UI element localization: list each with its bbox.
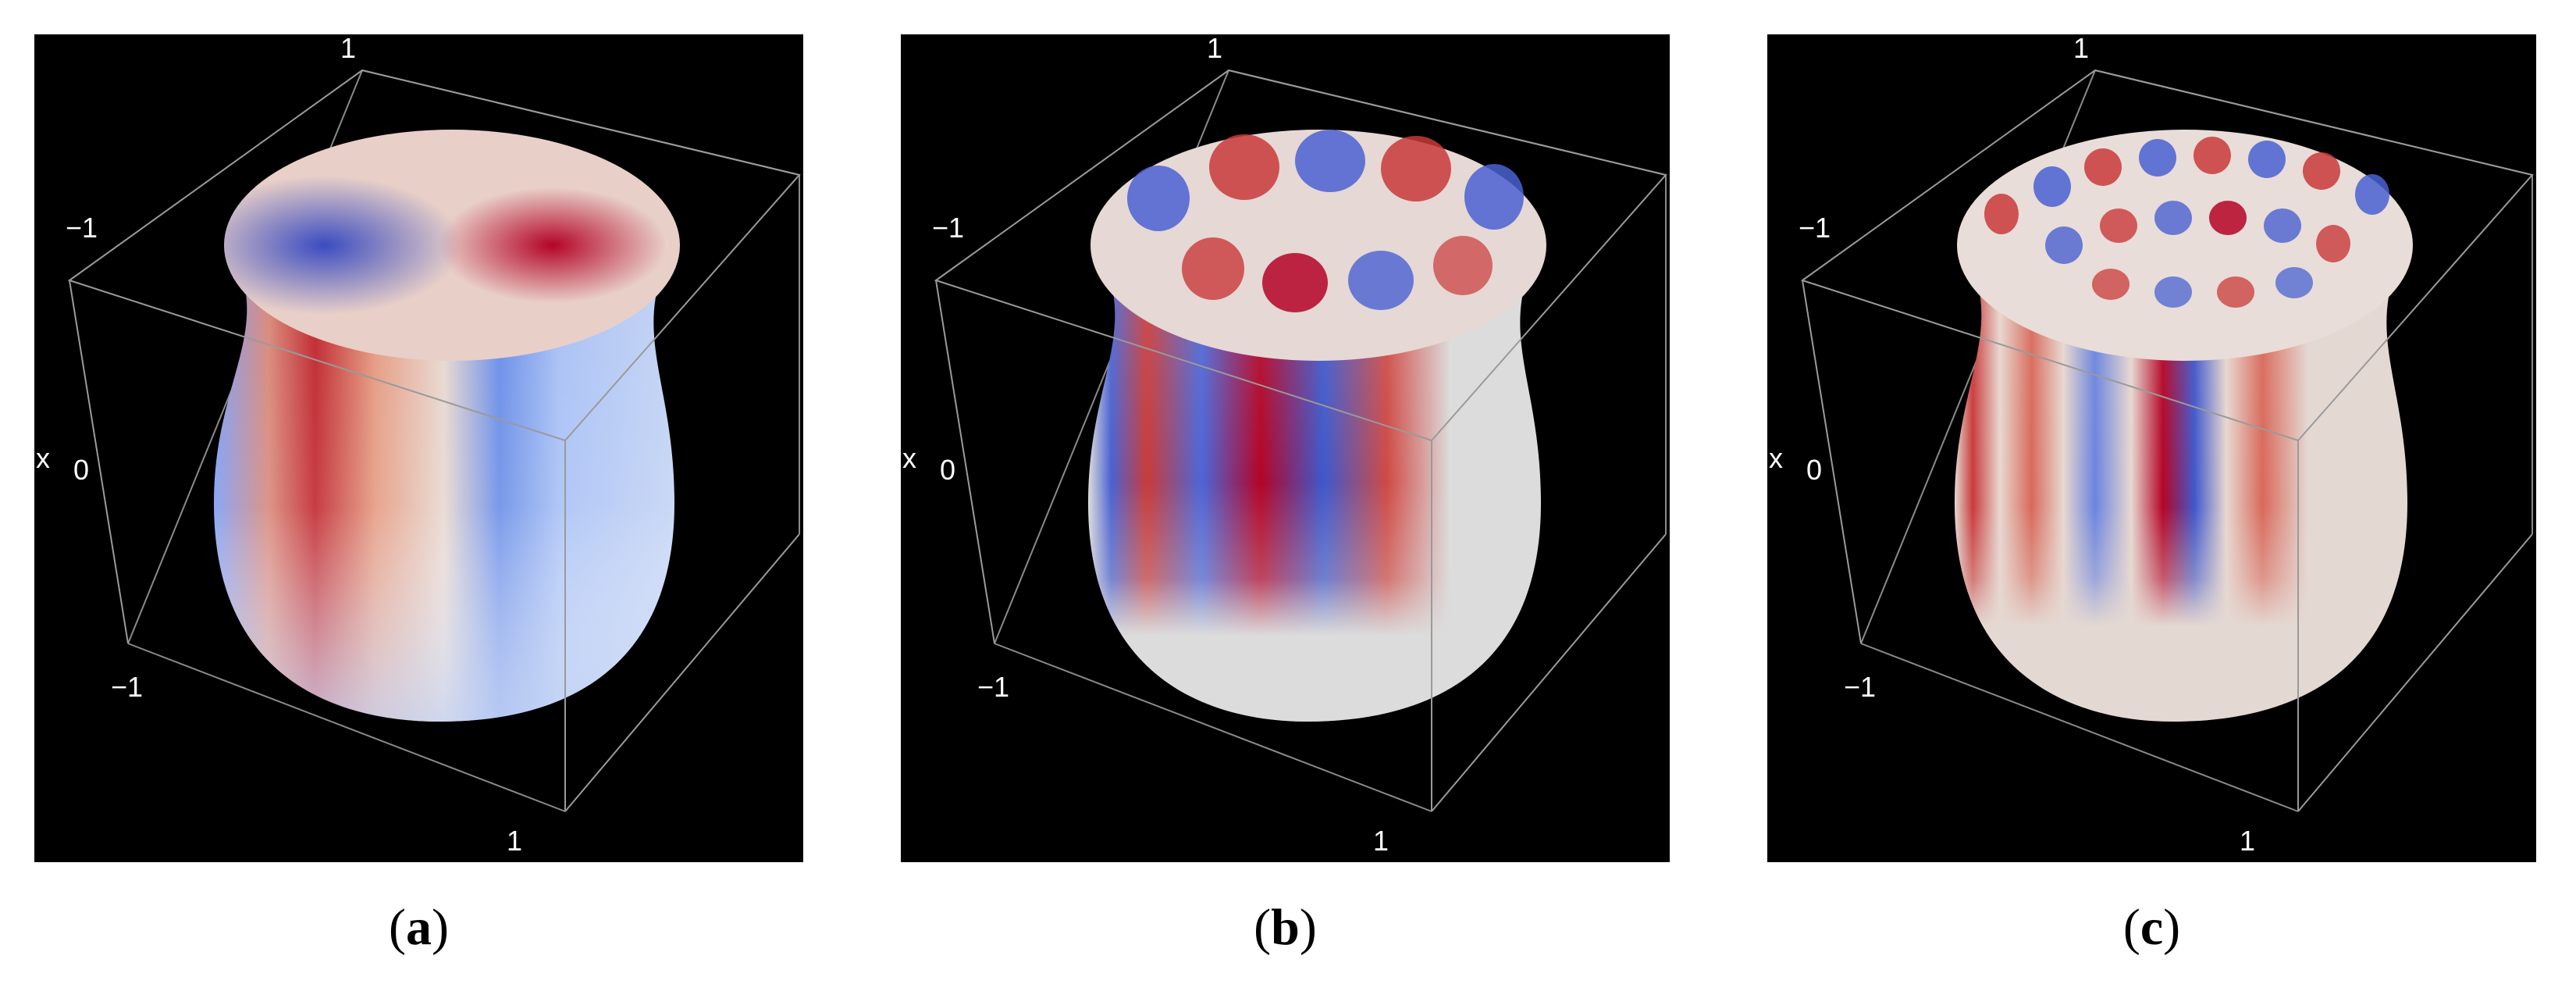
tick-bottom-right: 1 bbox=[507, 825, 522, 857]
tick-bottom-left: −1 bbox=[977, 671, 1009, 703]
panel-b: 1 −1 x 0 −1 1 bbox=[901, 34, 1670, 862]
tick-bottom-right: 1 bbox=[2240, 825, 2255, 857]
tick-left: −1 bbox=[932, 212, 964, 244]
tick-bottom-right: 1 bbox=[1373, 825, 1389, 857]
tick-mid: 0 bbox=[1806, 454, 1822, 486]
caption-letter: a bbox=[406, 899, 432, 956]
caption-b: (b) bbox=[1254, 899, 1317, 956]
tick-mid: 0 bbox=[73, 454, 89, 486]
box-front-lines bbox=[67, 69, 801, 812]
box-front-lines bbox=[1800, 69, 2534, 812]
rim-pattern bbox=[1127, 130, 1524, 312]
box-front-lines bbox=[934, 69, 1667, 812]
caption-c: (c) bbox=[2122, 899, 2181, 956]
caption-letter: c bbox=[2140, 899, 2164, 956]
axis-label: x bbox=[1769, 442, 1783, 474]
panel-c: 1 −1 x 0 −1 1 bbox=[1767, 34, 2536, 862]
tick-bottom-left: −1 bbox=[1844, 671, 1876, 703]
plot-a-svg: 1 −1 x 0 −1 1 bbox=[36, 34, 801, 857]
tick-bottom-left: −1 bbox=[111, 671, 143, 703]
tick-top: 1 bbox=[1207, 34, 1222, 64]
caption-a: (a) bbox=[389, 899, 449, 956]
tick-top: 1 bbox=[2073, 34, 2089, 64]
plot-c-svg: 1 −1 x 0 −1 1 bbox=[1769, 34, 2534, 857]
tick-left: −1 bbox=[66, 212, 98, 244]
panel-a: 1 −1 x 0 −1 1 bbox=[34, 34, 803, 862]
rim-pattern bbox=[1984, 137, 2389, 308]
tick-top: 1 bbox=[340, 34, 356, 64]
axis-label: x bbox=[36, 442, 50, 474]
caption-letter: b bbox=[1271, 899, 1300, 956]
tick-left: −1 bbox=[1799, 212, 1831, 244]
tick-mid: 0 bbox=[940, 454, 955, 486]
axis-label: x bbox=[902, 442, 916, 474]
surface-rim bbox=[1957, 130, 2413, 361]
plot-b-svg: 1 −1 x 0 −1 1 bbox=[902, 34, 1667, 857]
